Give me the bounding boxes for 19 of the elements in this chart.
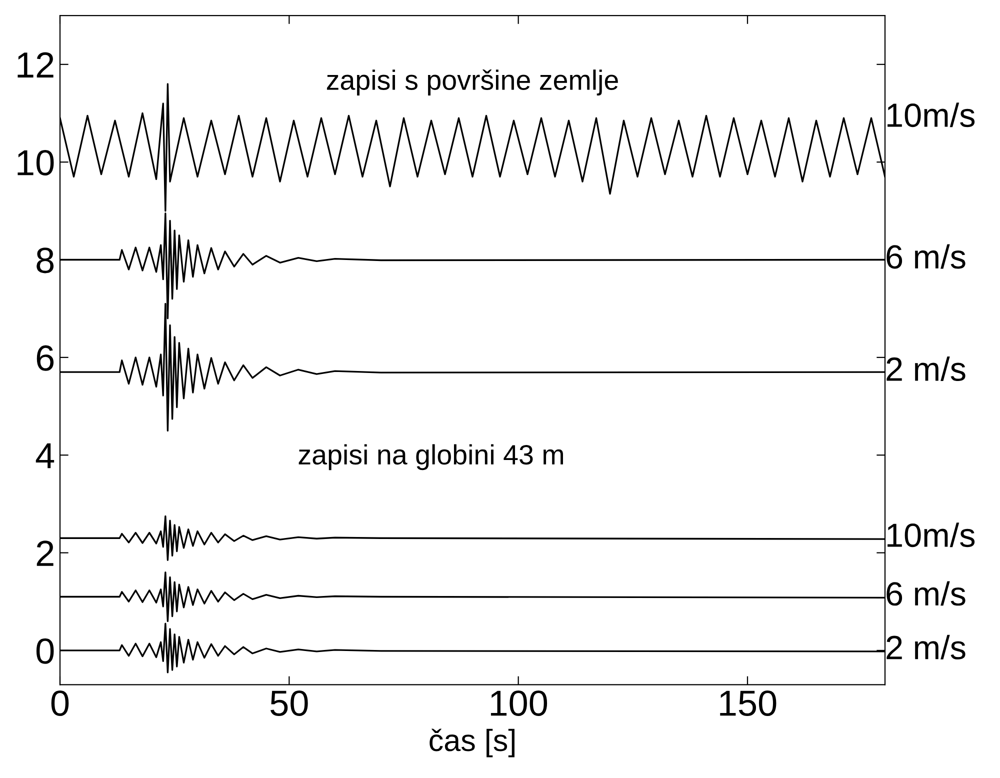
legend-label: 2 m/s	[886, 356, 966, 382]
y-tick-label: 2	[36, 540, 54, 566]
y-tick-label: 6	[36, 345, 54, 371]
series-label: 6 m/s	[886, 581, 966, 606]
x-tick-label: 100	[490, 690, 548, 716]
y-tick-label: 10	[18, 150, 54, 176]
x-tick-label: 150	[720, 690, 776, 716]
annotation: zapisi s površine zemlje	[326, 69, 618, 96]
series-label: 10m/s	[888, 102, 975, 128]
y-tick-label: 12	[18, 52, 54, 78]
y-tick-label: 0	[36, 638, 54, 664]
series-label: 6 m/s	[886, 244, 966, 269]
legend-label: 10m/s	[888, 522, 975, 548]
y-tick-label: 8	[36, 248, 54, 274]
y-tick-label: 4	[36, 443, 54, 468]
annotation: zapisi na globini 43 m	[298, 444, 563, 470]
x-tick-label: 50	[270, 690, 308, 716]
x-axis-title: čas [s]	[430, 728, 514, 758]
legend-label: 2 m/s	[886, 634, 966, 660]
